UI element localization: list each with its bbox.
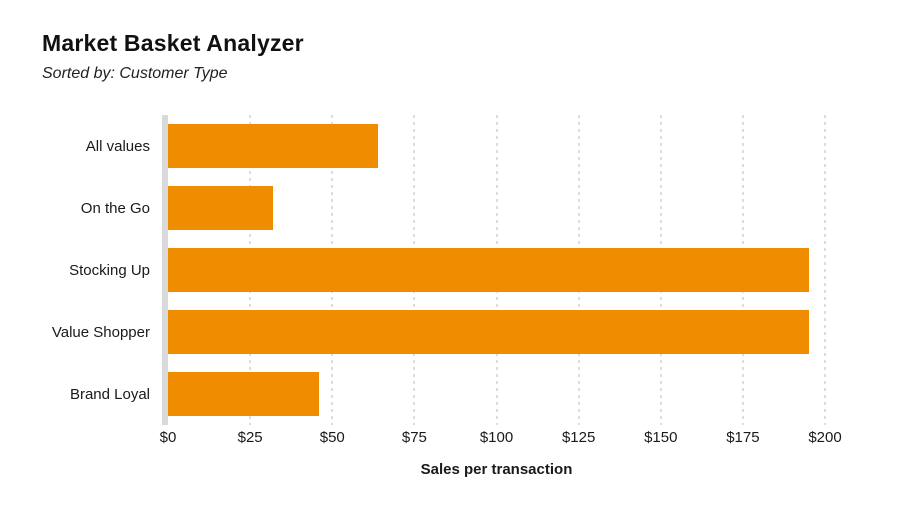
bar-rows bbox=[168, 115, 825, 425]
bar-on-the-go[interactable] bbox=[168, 186, 274, 230]
page-title: Market Basket Analyzer bbox=[42, 30, 304, 56]
tick-label: $0 bbox=[159, 429, 177, 446]
bar-row bbox=[168, 301, 825, 363]
tick-label: $200 bbox=[808, 429, 842, 446]
bar-row bbox=[168, 115, 825, 177]
sort-status-text: Sorted by: Customer Type bbox=[42, 64, 228, 82]
chart-header: Market Basket Analyzer Sorted by: Custom… bbox=[42, 30, 304, 83]
gridline bbox=[824, 115, 826, 425]
bar-row bbox=[168, 239, 825, 301]
plot-area bbox=[162, 115, 826, 425]
bar-stocking-up[interactable] bbox=[168, 248, 809, 292]
tick-label: $25 bbox=[237, 429, 263, 446]
x-axis-tick-labels: $0 $25 $50 $75 $100 $125 $150 $175 $200 bbox=[160, 429, 842, 449]
bar-all-values[interactable] bbox=[168, 124, 379, 168]
bar-brand-loyal[interactable] bbox=[168, 372, 320, 416]
tick-label: $75 bbox=[401, 429, 427, 446]
bar-value-shopper[interactable] bbox=[168, 310, 809, 354]
x-axis-title: Sales per transaction bbox=[420, 461, 573, 478]
bar-row bbox=[168, 363, 825, 425]
category-label: On the Go bbox=[80, 199, 150, 217]
category-axis-labels: All values On the Go Stocking Up Value Shop… bbox=[0, 115, 150, 425]
tick-label: $150 bbox=[644, 429, 678, 446]
bar-row bbox=[168, 177, 825, 239]
tick-label: $50 bbox=[319, 429, 345, 446]
category-label: Brand Loyal bbox=[69, 385, 150, 403]
category-label: All values bbox=[85, 137, 150, 155]
category-label: Stocking Up bbox=[69, 261, 150, 279]
tick-label: $125 bbox=[561, 429, 596, 446]
tick-label: $175 bbox=[726, 429, 760, 446]
category-label: Value Shopper bbox=[51, 323, 150, 341]
tick-label: $100 bbox=[479, 429, 514, 446]
y-axis-line bbox=[162, 115, 168, 425]
